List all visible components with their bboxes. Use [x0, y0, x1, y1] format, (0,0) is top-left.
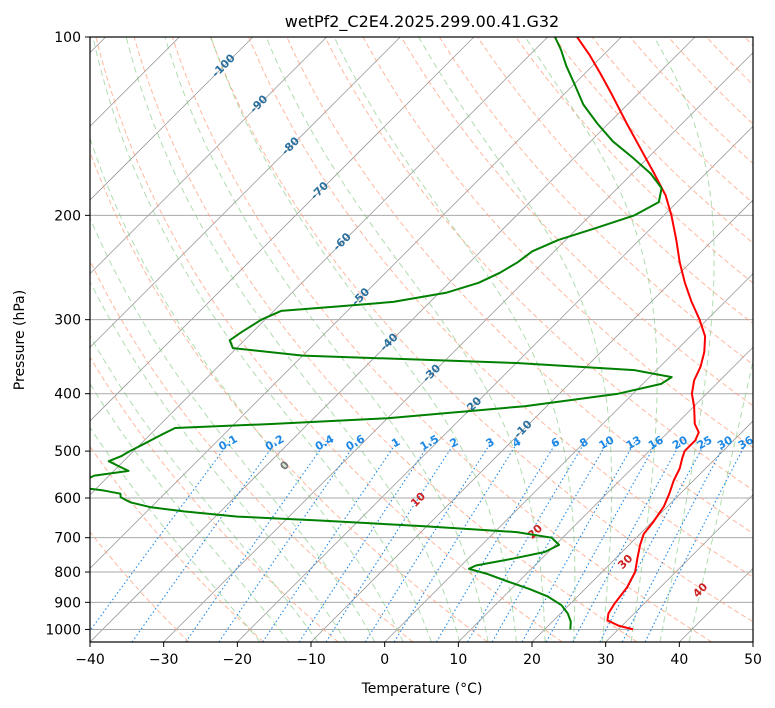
mixing-ratio-line — [491, 440, 609, 642]
dry-adiabat-line — [591, 37, 753, 204]
dry-adiabat-line — [90, 259, 414, 642]
isotherm-line — [605, 494, 753, 642]
reference-grid — [90, 37, 753, 642]
dry-adiabat-line — [171, 37, 712, 642]
y-tick-label: 800 — [54, 565, 81, 581]
y-tick-label: 600 — [54, 491, 81, 507]
x-tick-label: 10 — [449, 652, 467, 668]
dry-adiabat-line — [477, 37, 753, 325]
isotherm-line — [90, 37, 327, 275]
moist-adiabat-line — [265, 37, 546, 642]
dry-adiabat-line — [95, 37, 563, 642]
mixing-ratio-line — [644, 440, 748, 642]
profile-lines — [90, 37, 707, 631]
mixing-ratio-line — [298, 440, 432, 642]
x-axis-title: Temperature (°C) — [361, 681, 483, 697]
x-tick-label: 40 — [670, 652, 688, 668]
dewpoint-profile-line — [90, 37, 673, 630]
dry-adiabat-line — [553, 37, 753, 244]
moist-adiabat-line — [333, 37, 576, 642]
plot-frame — [89, 36, 754, 643]
moist-adiabat-line — [210, 37, 517, 642]
mixing-ratio-line — [545, 440, 659, 642]
moist-adiabat-line — [125, 37, 461, 642]
y-tick-label: 300 — [54, 313, 81, 329]
mixing-ratio-line — [435, 440, 558, 642]
y-tick-label: 200 — [54, 208, 81, 224]
y-tick-label: 900 — [54, 595, 81, 611]
moist-adiabat-line — [90, 426, 261, 642]
isotherm-line — [237, 125, 753, 642]
x-tick-label: −30 — [149, 652, 179, 668]
mixing-ratio-line — [131, 440, 278, 642]
x-tick-label: 50 — [744, 652, 762, 668]
moist-adiabat-line — [688, 358, 753, 642]
x-tick-label: −40 — [75, 652, 105, 668]
isotherm-line — [458, 346, 753, 642]
dry-adiabat-line — [248, 37, 753, 578]
x-tick-label: −10 — [296, 652, 326, 668]
y-tick-label: 500 — [54, 444, 81, 460]
dry-adiabat-line — [362, 37, 753, 449]
dry-adiabat-line — [90, 531, 190, 642]
mixing-ratio-label: 36 — [736, 433, 756, 452]
isotherm-line — [384, 273, 753, 642]
isotherm-line — [90, 37, 401, 348]
moist-adiabat-line — [164, 37, 489, 642]
isotherm-line — [90, 37, 696, 642]
dry-adiabat-line — [210, 37, 753, 623]
moist-adiabat-line — [90, 136, 404, 642]
moist-adiabat-line — [653, 37, 715, 642]
moist-adiabat-line — [418, 37, 613, 642]
dry-adiabat-line — [90, 356, 339, 642]
dry-adiabat-line — [90, 150, 488, 642]
isotherm-line — [90, 37, 475, 422]
moist-adiabat-line — [90, 280, 347, 642]
moist-adiabat-line — [524, 37, 658, 642]
y-tick-label: 700 — [54, 531, 81, 547]
dry-adiabat-line — [133, 37, 638, 642]
y-tick-label: 400 — [54, 387, 81, 403]
mixing-ratio-line — [325, 440, 457, 642]
mixing-ratio-line — [262, 440, 399, 642]
mixing-ratio-line — [185, 440, 328, 642]
dry-adiabat-line — [286, 37, 753, 534]
y-axis-title: Pressure (hPa) — [12, 290, 28, 390]
isotherm-line — [531, 420, 753, 642]
y-tick-label: 100 — [54, 30, 81, 46]
isotherm-line — [90, 37, 254, 201]
dry-adiabat-line — [400, 37, 753, 407]
mixing-ratio-line — [90, 440, 231, 632]
y-tick-label: 1000 — [45, 622, 81, 638]
mixing-ratio-line — [521, 440, 637, 642]
mixing-ratio-line — [572, 440, 683, 642]
x-tick-label: −20 — [223, 652, 253, 668]
x-tick-label: 0 — [380, 652, 389, 668]
isotherm-line — [90, 37, 548, 496]
chart-title: wetPf2_C2E4.2025.299.00.41.G32 — [285, 12, 559, 32]
mixing-ratio-line — [393, 440, 520, 642]
isotherm-line — [163, 52, 753, 642]
moist-adiabat-line — [92, 37, 432, 642]
mixing-ratio-line — [364, 440, 493, 642]
mixing-ratio-line — [467, 440, 587, 642]
axes: −40 −30 −20 −10 0 10 20 30 40 50 100 200 300 400 500 60… — [45, 30, 762, 668]
x-tick-label: 30 — [597, 652, 615, 668]
moist-adiabat-line — [90, 382, 290, 642]
dry-adiabat-line — [438, 37, 753, 366]
isotherm-line — [90, 37, 622, 569]
moist-adiabat-line — [90, 216, 376, 642]
moist-adiabat-line — [90, 334, 319, 642]
x-tick-label: 20 — [523, 652, 541, 668]
dry-adiabat-line — [324, 37, 753, 491]
